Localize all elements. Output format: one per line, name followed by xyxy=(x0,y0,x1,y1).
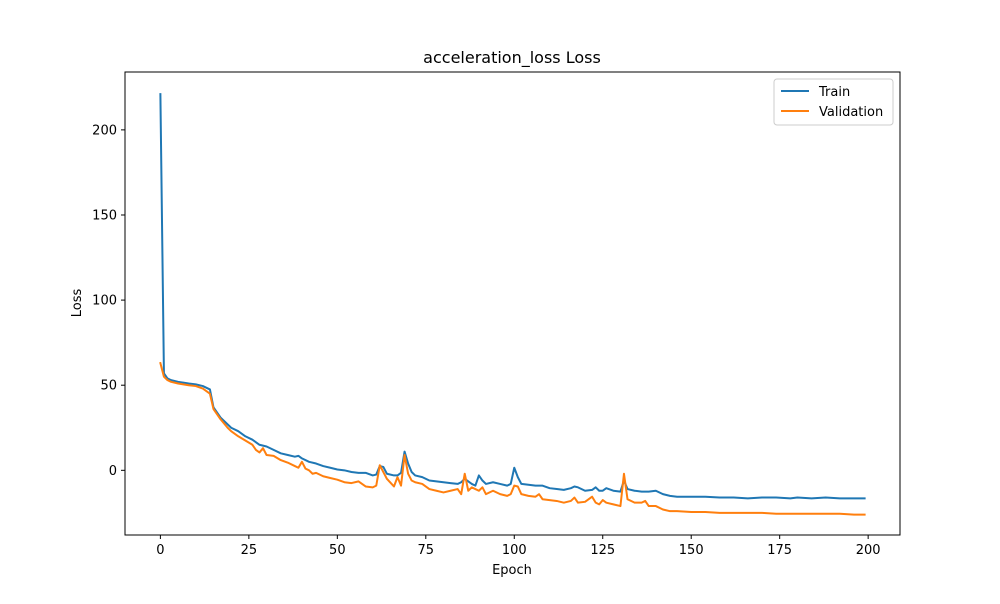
x-tick-label: 150 xyxy=(679,543,704,558)
x-tick-label: 25 xyxy=(241,543,258,558)
x-axis: 0 25 50 75 100 125 150 175 200 xyxy=(156,535,881,558)
x-tick-label: 50 xyxy=(329,543,346,558)
legend-label-validation: Validation xyxy=(819,105,883,120)
y-tick-label: 150 xyxy=(92,208,117,223)
y-axis-label: Loss xyxy=(70,289,85,318)
y-tick-label: 50 xyxy=(100,379,117,394)
x-tick-label: 75 xyxy=(418,543,435,558)
x-axis-label: Epoch xyxy=(492,563,532,578)
y-axis: 0 50 100 150 200 xyxy=(92,123,125,479)
series-layer xyxy=(159,93,866,516)
x-tick-label: 200 xyxy=(856,543,881,558)
x-tick-label: 0 xyxy=(156,543,164,558)
x-tick-label: 125 xyxy=(590,543,615,558)
x-tick-label: 175 xyxy=(767,543,792,558)
legend: Train Validation xyxy=(773,78,894,126)
legend-label-train: Train xyxy=(818,85,850,100)
y-tick-label: 0 xyxy=(109,464,117,479)
chart-title: acceleration_loss Loss xyxy=(423,48,601,68)
series-line-validation xyxy=(159,361,866,516)
x-tick-label: 100 xyxy=(502,543,527,558)
y-tick-label: 200 xyxy=(92,123,117,138)
plot-frame xyxy=(124,71,901,536)
plot-area xyxy=(124,71,901,536)
y-tick-label: 100 xyxy=(92,294,117,309)
